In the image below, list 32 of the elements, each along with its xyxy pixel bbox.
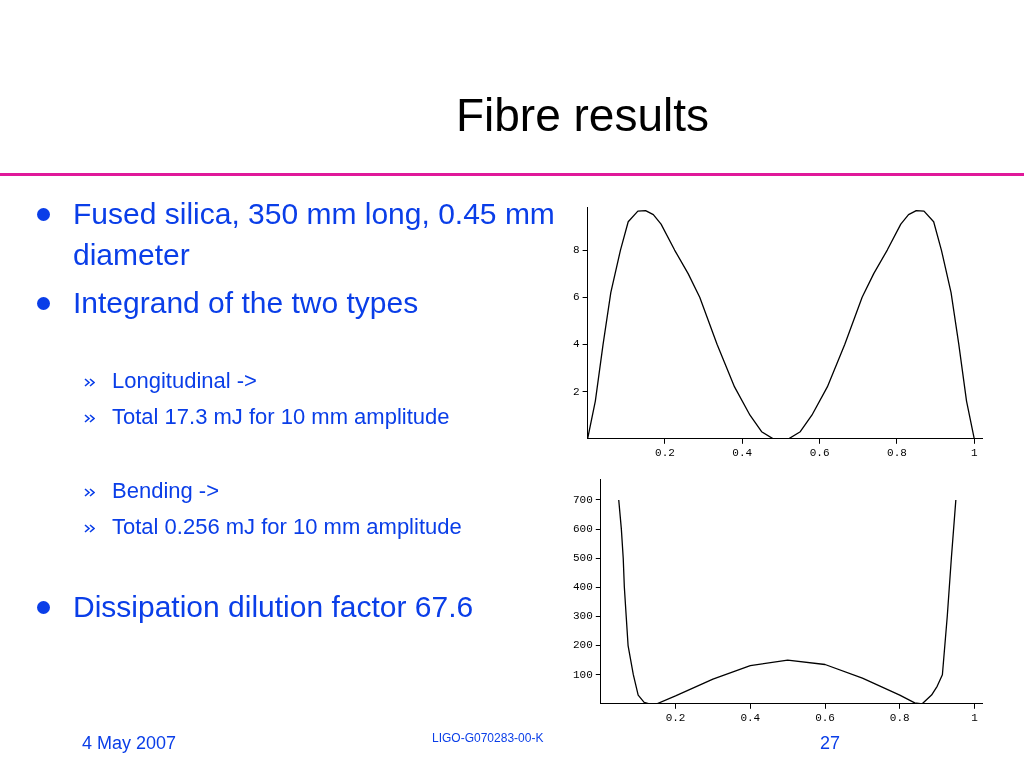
text: LIGO-G070283-00-K — [432, 730, 545, 746]
chart-title: Fibre results — [454, 88, 711, 142]
x-tick-label: 0.4 — [740, 712, 761, 725]
y-tick-label: 200 — [572, 639, 593, 652]
x-tick-label: 0.4 — [732, 447, 753, 460]
text: Fused silica, 350 mm long, 0.45 mm diameter — [73, 196, 556, 273]
y-tick-label: 700 — [572, 493, 593, 506]
text: Total 17.3 mJ for 10 mm amplitude — [112, 403, 451, 431]
y-tick-label: 6 — [572, 291, 580, 304]
x-tick-label: 0.2 — [655, 447, 675, 460]
y-tick-label: 100 — [572, 668, 593, 681]
x-tick-label: 1 — [970, 447, 978, 460]
text: Bending -> — [112, 477, 221, 505]
y-tick-label: 400 — [572, 581, 593, 594]
x-tick-label: 0.6 — [815, 712, 835, 725]
x-tick-label: 0.8 — [889, 712, 910, 725]
text: 4 May 2007 — [82, 732, 178, 755]
y-tick-label: 600 — [572, 523, 593, 535]
y-tick-label: 500 — [572, 552, 593, 565]
text: Total 0.256 mJ for 10 mm amplitude — [112, 513, 463, 541]
x-tick-label: 0.6 — [809, 447, 830, 460]
x-tick-label: 0.2 — [665, 712, 686, 725]
text: Integrand of the two types — [73, 285, 420, 321]
text: 27 — [820, 732, 842, 755]
text: Dissipation dilution factor 67.6 — [73, 589, 475, 625]
y-tick-label: 300 — [572, 610, 593, 623]
y-tick-label: 8 — [572, 243, 580, 256]
x-tick-label: 0.8 — [887, 447, 907, 460]
x-tick-label: 1 — [971, 712, 979, 725]
y-tick-label: 2 — [572, 385, 580, 398]
text: Longitudinal -> — [112, 367, 258, 395]
y-tick-label: 4 — [572, 338, 580, 351]
